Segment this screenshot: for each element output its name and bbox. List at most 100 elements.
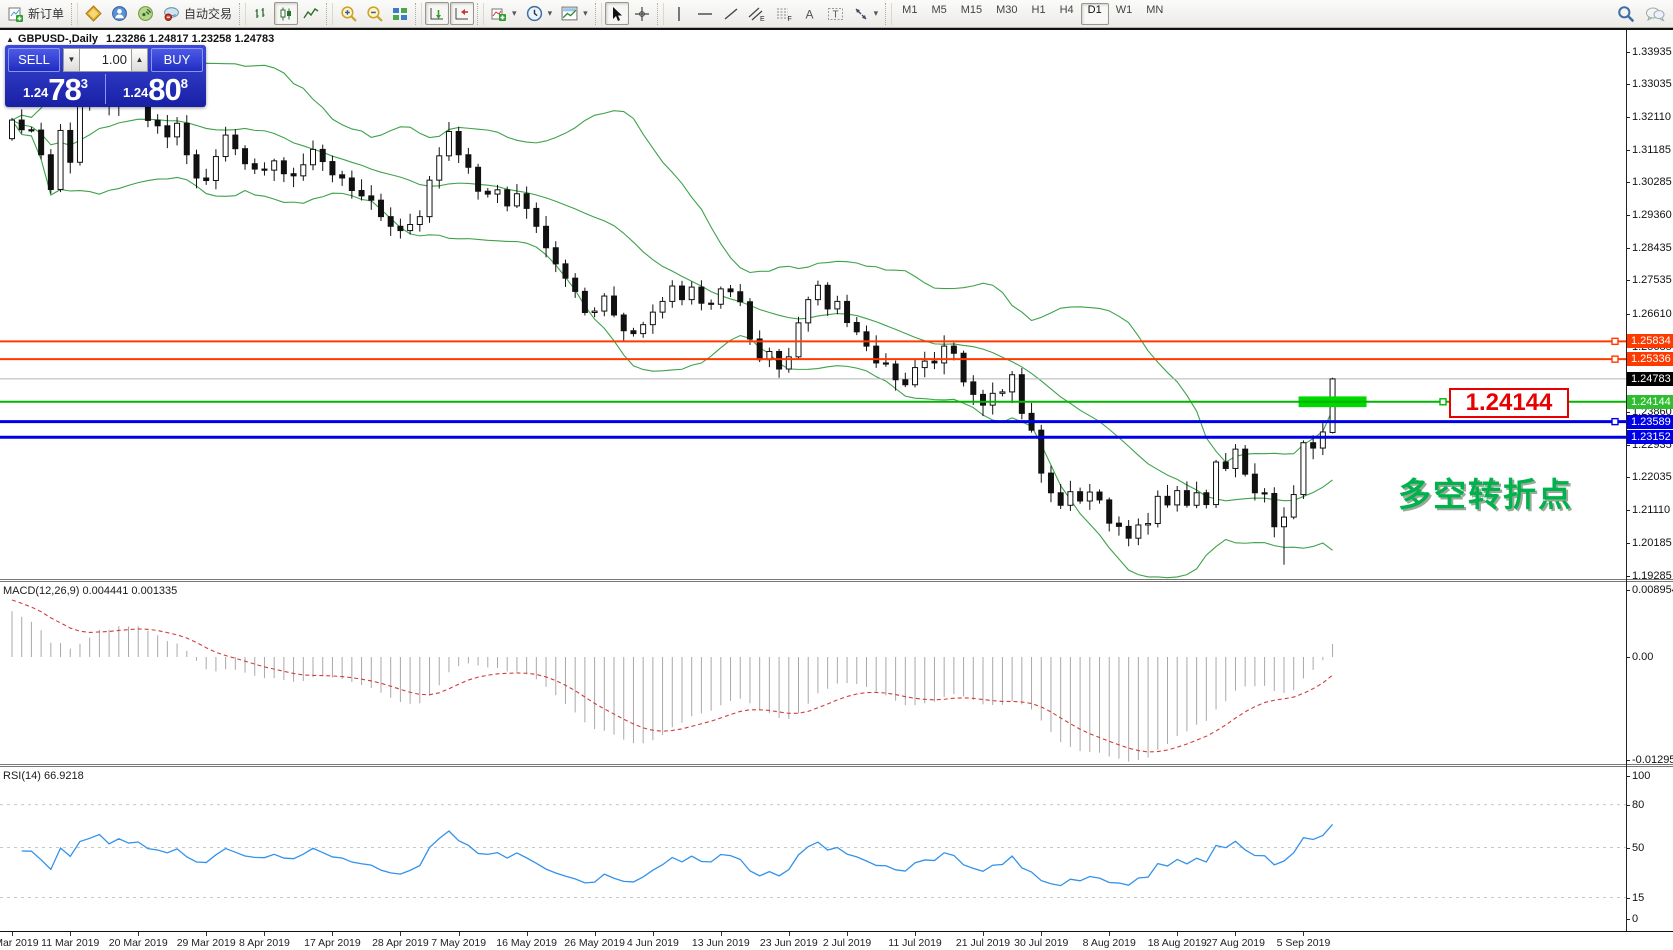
price-axis-label: 1.32110 xyxy=(1632,110,1671,123)
volume-input[interactable]: 1.00 xyxy=(80,48,131,72)
date-label: 8 Aug 2019 xyxy=(1082,937,1136,949)
rsi-canvas[interactable] xyxy=(0,767,1626,931)
timeframe-button-w1[interactable]: W1 xyxy=(1115,3,1133,16)
date-label: 13 Jun 2019 xyxy=(691,937,750,949)
price-pane: ▲ GBPUSD-,Daily 1.23286 1.24817 1.23258 1.… xyxy=(0,30,1673,582)
rsi-axis-tick xyxy=(1626,897,1630,899)
community-button[interactable] xyxy=(107,2,132,25)
price-level-text-box[interactable]: 1.24144 xyxy=(1449,388,1569,418)
timeframe-button-d1[interactable]: D1 xyxy=(1080,2,1109,25)
price-tag[interactable]: 1.23589 xyxy=(1627,414,1673,429)
line-anchor-marker[interactable] xyxy=(1611,417,1619,426)
fibonacci-button[interactable]: F xyxy=(771,2,797,25)
price-axis-tick xyxy=(1626,411,1630,413)
collapse-arrow-icon[interactable]: ▲ xyxy=(6,35,14,44)
date-tick xyxy=(983,932,984,936)
bollinger-band-line xyxy=(11,118,1333,502)
date-label: 27 Aug 2019 xyxy=(1205,937,1265,949)
bar-chart-button[interactable] xyxy=(249,2,273,25)
candlestick-chart-icon xyxy=(280,7,292,20)
periods-button[interactable]: ▾ xyxy=(522,2,557,25)
candlestick-chart-button[interactable] xyxy=(274,2,299,25)
volume-increase-button[interactable]: ▲ xyxy=(131,48,148,72)
pane-separator[interactable] xyxy=(0,764,1673,767)
chart-shift-button[interactable] xyxy=(450,2,475,25)
toolbar-right-group xyxy=(1617,2,1665,26)
price-axis-border xyxy=(1626,30,1627,931)
auto-scroll-button[interactable] xyxy=(425,2,450,25)
templates-button[interactable]: ▾ xyxy=(557,2,592,25)
equidistant-channel-button[interactable]: E xyxy=(744,2,770,25)
macd-label: MACD(12,26,9) 0.004441 0.001335 xyxy=(3,585,178,597)
zoom-in-button[interactable] xyxy=(336,2,361,25)
chinese-annotation[interactable]: 多空转折点 xyxy=(1398,476,1573,513)
price-tag[interactable]: 1.23152 xyxy=(1627,430,1673,445)
trendline-button[interactable] xyxy=(719,2,743,25)
date-tick xyxy=(458,932,460,936)
date-label: 16 May 2019 xyxy=(496,937,557,949)
rsi-axis-label: 80 xyxy=(1632,798,1645,811)
zoom-out-button[interactable] xyxy=(362,2,387,25)
price-axis-tick xyxy=(1626,445,1630,447)
date-tick xyxy=(70,932,72,936)
cursor-button[interactable] xyxy=(604,2,629,25)
line-anchor-marker[interactable] xyxy=(1611,355,1619,363)
price-chart-canvas[interactable] xyxy=(0,30,1626,579)
toolbar-separator xyxy=(326,2,334,25)
timeframe-button-h4[interactable]: H4 xyxy=(1059,3,1074,16)
crosshair-button[interactable] xyxy=(630,2,654,25)
macd-axis-tick xyxy=(1626,590,1630,591)
indicators-button[interactable]: ▾ xyxy=(487,2,521,25)
rsi-axis-label: 100 xyxy=(1632,770,1651,782)
buy-button[interactable]: BUY xyxy=(151,48,203,72)
buy-price-pip: 8 xyxy=(180,76,189,91)
timeframe-button-mn[interactable]: MN xyxy=(1146,3,1164,16)
toolbar-separator xyxy=(594,2,602,25)
sell-price[interactable]: 1.24 78 3 xyxy=(8,74,103,105)
svg-text:A: A xyxy=(805,7,813,21)
date-tick xyxy=(1109,932,1111,936)
rsi-axis-label: 15 xyxy=(1632,891,1645,904)
line-anchor-marker[interactable] xyxy=(1611,337,1619,346)
timeframe-button-m1[interactable]: M1 xyxy=(902,3,918,16)
date-tick xyxy=(264,932,266,936)
timeframe-button-h1[interactable]: H1 xyxy=(1031,3,1046,16)
timeframe-button-m15[interactable]: M15 xyxy=(960,3,983,16)
text-button[interactable]: A xyxy=(798,2,822,25)
chart-window: ▲ GBPUSD-,Daily 1.23286 1.24817 1.23258 1.… xyxy=(0,28,1673,950)
dropdown-caret: ▾ xyxy=(547,8,553,18)
buy-price[interactable]: 1.24 80 8 xyxy=(108,74,203,105)
macd-canvas[interactable] xyxy=(0,582,1626,764)
pane-separator[interactable] xyxy=(0,579,1673,582)
line-anchor-marker[interactable] xyxy=(1439,398,1447,406)
search-icon[interactable] xyxy=(1617,5,1635,23)
timeframe-button-m5[interactable]: M5 xyxy=(931,3,947,16)
rsi-line xyxy=(21,823,1334,887)
horizontal-line-button[interactable] xyxy=(692,2,718,25)
chart-title: ▲ GBPUSD-,Daily 1.23286 1.24817 1.23258 1.… xyxy=(6,33,274,45)
templates-icon xyxy=(561,6,578,21)
tile-windows-button[interactable] xyxy=(388,2,412,25)
rsi-axis-tick xyxy=(1626,804,1630,806)
signals-button[interactable] xyxy=(133,2,158,25)
volume-decrease-button[interactable]: ▼ xyxy=(63,48,80,72)
price-tag[interactable]: 1.25834 xyxy=(1627,334,1673,349)
metaquotes-button[interactable] xyxy=(81,2,106,25)
chat-icon[interactable] xyxy=(1645,5,1665,23)
arrows-button[interactable]: ▾ xyxy=(849,2,883,25)
vertical-line-button[interactable] xyxy=(667,2,691,25)
sell-button[interactable]: SELL xyxy=(8,48,60,72)
price-axis-tick xyxy=(1626,182,1630,184)
rsi-pane: RSI(14) 66.9218 100 80 50 15 0 xyxy=(0,767,1673,931)
price-tag[interactable]: 1.24144 xyxy=(1627,394,1673,409)
new-order-button[interactable]: 新订单 xyxy=(4,2,68,25)
text-label-button[interactable]: T xyxy=(823,2,848,25)
price-tag[interactable]: 1.24783 xyxy=(1627,371,1673,386)
auto-trading-button[interactable]: 自动交易 xyxy=(159,2,236,25)
price-tag[interactable]: 1.25336 xyxy=(1627,352,1673,367)
timeframe-button-m30[interactable]: M30 xyxy=(996,3,1018,16)
price-axis-label: 1.19285 xyxy=(1632,569,1672,582)
line-chart-button[interactable] xyxy=(299,2,323,25)
rsi-axis-tick xyxy=(1626,847,1630,849)
